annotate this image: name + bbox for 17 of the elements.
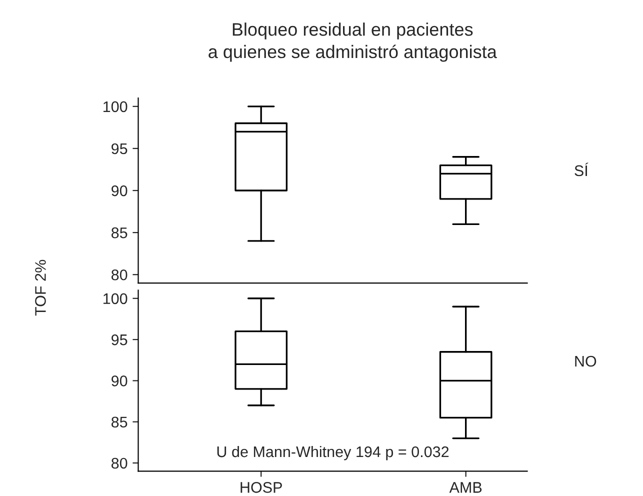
y-tick-label: 95 [112,143,128,154]
text: NO [575,356,596,367]
y-tick-label: 100 [104,293,128,304]
y-tick-label: 80 [112,458,128,469]
y-tick-label: 95 [112,334,128,346]
x-tick-label: HOSP [240,482,282,493]
y-axis-title: TOF 2% [35,260,46,316]
x-tick-label: AMB [449,482,482,493]
y-tick-label: 90 [112,376,128,386]
y-tick-label: 85 [112,416,128,428]
text: SÍ [574,162,588,176]
annotation: U de Mann-Whitney 194 p = 0.032 [217,446,449,460]
chart-title: Bloqueo residual en pacientes a quienes se administró antagonista [208,22,497,62]
y-tick-label: 80 [112,269,128,280]
y-tick-label: 100 [104,101,128,112]
y-tick-label: 90 [112,185,128,196]
y-tick-label: 85 [112,227,128,238]
